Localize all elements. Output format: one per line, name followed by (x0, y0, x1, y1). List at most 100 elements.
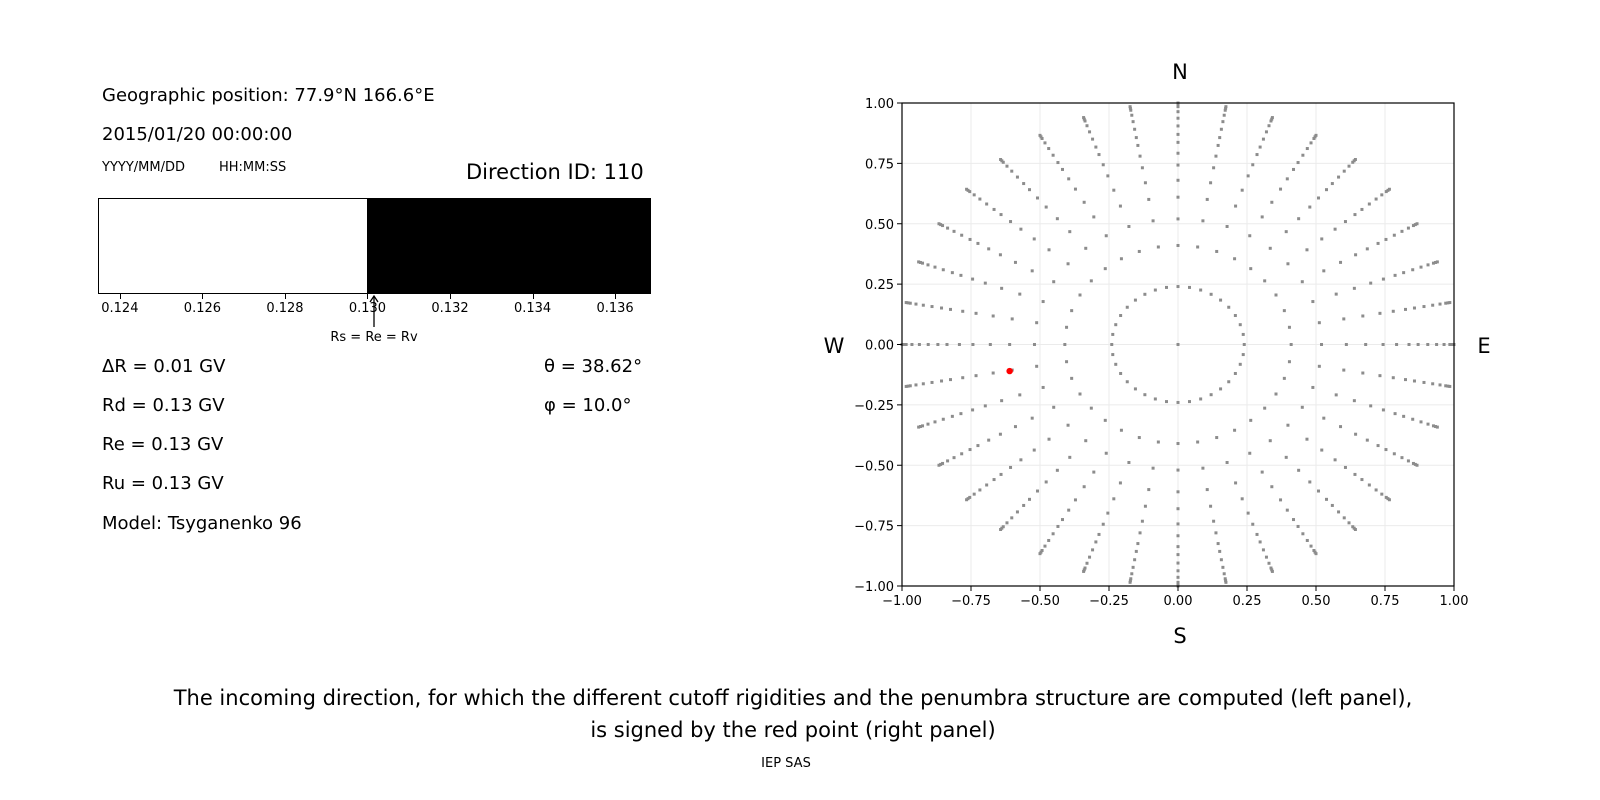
grid-point (1051, 153, 1055, 157)
grid-point (1151, 466, 1155, 470)
grid-point (1176, 103, 1180, 107)
grid-point (965, 498, 969, 502)
grid-point (1010, 169, 1014, 173)
grid-point (1301, 153, 1305, 157)
grid-point (1343, 465, 1347, 469)
grid-point (1082, 200, 1086, 204)
grid-point (1233, 314, 1237, 318)
grid-point (1402, 414, 1406, 418)
grid-point (921, 382, 925, 386)
grid-point (1367, 483, 1371, 487)
grid-point (1223, 108, 1227, 112)
y-tick-label: 0.75 (865, 157, 894, 172)
grid-point (1444, 384, 1448, 388)
grid-point (1339, 425, 1343, 429)
grid-point (1412, 306, 1416, 310)
grid-point (1138, 154, 1142, 158)
grid-point (906, 384, 910, 388)
grid-point (1035, 196, 1039, 200)
grid-point (1234, 204, 1238, 208)
grid-point (1214, 531, 1218, 535)
colorbar-tick (450, 294, 452, 299)
grid-point (1248, 234, 1252, 238)
grid-point (1305, 147, 1309, 151)
grid-point (1426, 343, 1430, 346)
grid-point (1044, 205, 1048, 209)
grid-point (1118, 204, 1122, 208)
grid-point (1111, 353, 1115, 357)
grid-point (950, 271, 954, 275)
grid-point (1435, 343, 1439, 346)
grid-point (1176, 569, 1180, 573)
grid-point (1450, 343, 1454, 346)
grid-point (983, 404, 987, 408)
grid-point (1311, 385, 1315, 389)
grid-point (1212, 519, 1216, 523)
grid-point (960, 452, 964, 456)
grid-point (1263, 406, 1267, 410)
grid-point (1066, 262, 1070, 266)
grid-point (1097, 532, 1101, 536)
grid-point (968, 237, 972, 241)
grid-point (1015, 510, 1019, 514)
grid-point (1010, 317, 1014, 321)
grid-point (968, 495, 972, 499)
grid-point (1088, 130, 1092, 134)
grid-point (1269, 566, 1273, 570)
grid-point (1274, 293, 1278, 297)
grid-point (1176, 163, 1180, 167)
colorbar-tick (119, 294, 121, 299)
grid-point (908, 384, 912, 388)
colorbar-tick-label: 0.124 (101, 301, 139, 316)
grid-point (1219, 387, 1223, 391)
grid-point (1070, 376, 1074, 380)
grid-point (1411, 417, 1415, 421)
grid-point (1201, 466, 1205, 470)
y-tick-label: −0.75 (854, 520, 894, 535)
grid-point (1233, 257, 1237, 261)
grid-point (1130, 572, 1134, 576)
grid-point (1084, 246, 1088, 250)
caption-line1: The incoming direction, for which the di… (173, 686, 1413, 710)
grid-point (1360, 478, 1364, 482)
grid-point (1147, 197, 1151, 201)
grid-point (1352, 399, 1356, 403)
grid-point (1085, 561, 1089, 565)
grid-point (1393, 273, 1397, 277)
grid-point (1419, 265, 1423, 269)
south-label: S (1173, 624, 1187, 648)
grid-point (1176, 522, 1180, 526)
grid-point (1047, 538, 1051, 542)
grid-point (1238, 323, 1242, 327)
grid-point (1134, 136, 1138, 140)
grid-point (1199, 397, 1203, 401)
grid-point (1147, 488, 1151, 492)
grid-point (1176, 534, 1180, 538)
grid-point (1104, 451, 1108, 455)
grid-point (926, 422, 930, 426)
grid-point (1176, 140, 1180, 144)
grid-point (1196, 245, 1200, 249)
grid-point (1270, 117, 1274, 121)
grid-point (1125, 380, 1129, 384)
grid-point (1251, 163, 1255, 167)
grid-point (1223, 577, 1227, 581)
colorbar-tick-label: 0.126 (183, 301, 222, 316)
grid-point (1101, 163, 1105, 167)
grid-point (1022, 503, 1026, 507)
grid-point (1284, 230, 1288, 234)
grid-point (957, 343, 961, 346)
grid-point (939, 223, 943, 227)
x-tick-label: −1.00 (882, 594, 922, 609)
grid-point (1019, 458, 1023, 462)
grid-point (1270, 569, 1274, 573)
grid-point (1347, 164, 1351, 168)
y-tick-label: −1.00 (854, 580, 894, 595)
grid-point (1055, 468, 1059, 472)
grid-point (1091, 548, 1095, 552)
grid-point (1060, 167, 1064, 171)
grid-point (1219, 298, 1223, 302)
grid-point (933, 265, 937, 269)
grid-point (1406, 226, 1410, 230)
y-tick-label: 0.00 (865, 339, 894, 354)
